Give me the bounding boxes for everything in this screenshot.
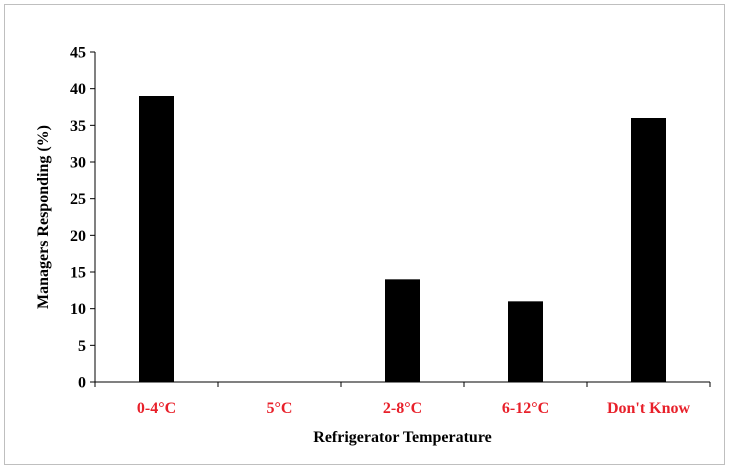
x-tick-label: Don't Know [607,400,691,417]
bar [385,279,420,382]
x-axis-ticks: 0-4°C 5°C 2-8°C 6-12°C Don't Know [94,382,711,417]
y-tick-label: 0 [78,375,86,392]
y-tick-label: 45 [70,45,86,62]
x-tick-label: 2-8°C [383,400,422,417]
bar [508,301,543,382]
y-tick-label: 30 [70,155,86,172]
y-tick-label: 20 [70,228,86,245]
y-tick-label: 5 [78,338,86,355]
y-tick-label: 15 [70,265,86,282]
y-axis-ticks: 0 5 10 15 20 25 30 35 40 45 [70,45,95,392]
y-tick-label: 35 [70,118,86,135]
bar [631,118,666,382]
bars [139,96,666,382]
y-tick-label: 40 [70,81,86,98]
bar [139,96,174,382]
y-tick-label: 25 [70,191,86,208]
x-tick-label: 5°C [267,400,293,417]
x-tick-label: 0-4°C [137,400,176,417]
chart-frame [4,4,725,465]
y-axis-title: Managers Responding (%) [35,125,52,309]
x-tick-label: 6-12°C [502,400,549,417]
y-tick-label: 10 [70,301,86,318]
x-axis-title: Refrigerator Temperature [313,429,491,446]
